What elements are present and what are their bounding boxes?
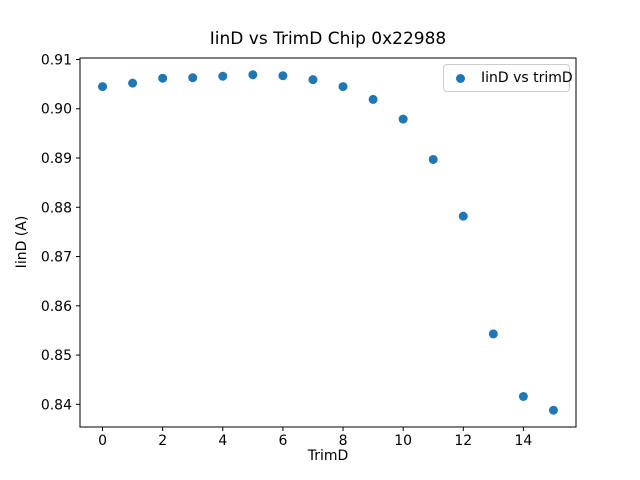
scatter-point	[428, 154, 438, 164]
scatter-point	[398, 114, 408, 124]
scatter-point	[128, 78, 138, 88]
scatter-point	[158, 73, 168, 83]
legend: IinD vs trimD	[443, 64, 573, 92]
x-tick-label: 0	[98, 433, 107, 449]
x-axis-label: TrimD	[307, 448, 349, 464]
scatter-point	[548, 405, 558, 415]
chart-title: IinD vs TrimD Chip 0x22988	[209, 29, 447, 49]
x-tick-label: 2	[158, 433, 167, 449]
y-tick-label: 0.89	[41, 151, 72, 167]
y-tick-label: 0.84	[41, 397, 72, 413]
scatter-point	[98, 82, 108, 92]
x-tick-label: 4	[218, 433, 227, 449]
x-tick-label: 8	[339, 433, 348, 449]
axes-spines	[79, 57, 577, 428]
y-tick-label: 0.88	[41, 200, 72, 216]
y-tick-label: 0.86	[41, 299, 72, 315]
scatter-point	[188, 73, 198, 83]
scatter-point	[278, 71, 288, 81]
x-tick-label: 6	[278, 433, 287, 449]
x-tick-label: 10	[394, 433, 412, 449]
scatter-point	[488, 329, 498, 339]
y-tick-label: 0.91	[41, 52, 72, 68]
x-tick-label: 14	[514, 433, 532, 449]
y-tick-label: 0.87	[41, 250, 72, 266]
scatter-point	[458, 211, 468, 221]
scatter-point	[338, 82, 348, 92]
legend-marker-dot	[456, 73, 465, 83]
scatter-point	[518, 391, 528, 401]
scatter-point	[248, 70, 258, 80]
y-tick-label: 0.85	[41, 348, 72, 364]
scatter-point	[368, 94, 378, 104]
scatter-point	[308, 75, 318, 85]
y-tick-label: 0.90	[41, 102, 72, 118]
legend-label: IinD vs trimD	[481, 70, 573, 86]
y-axis-label: IinD (A)	[14, 215, 30, 269]
x-tick-label: 12	[454, 433, 472, 449]
scatter-point	[218, 71, 228, 81]
